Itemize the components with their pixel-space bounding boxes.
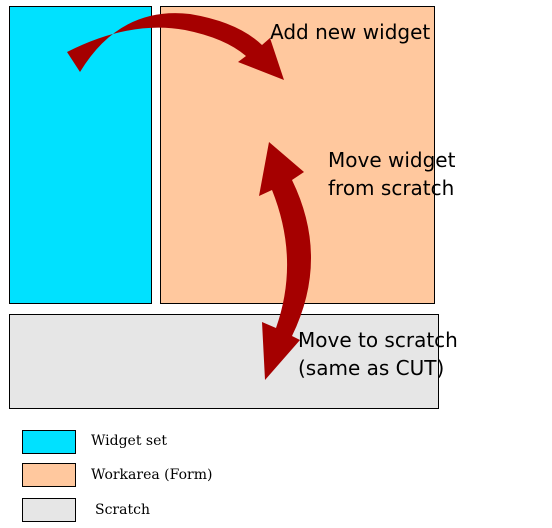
legend-label-widget-set: Widget set (91, 433, 168, 449)
legend-swatch-widget-set (22, 430, 76, 454)
add-new-widget-label: Add new widget (270, 20, 431, 44)
move-from-scratch-label-line2: from scratch (328, 176, 455, 200)
legend-label-scratch: Scratch (95, 502, 150, 518)
move-to-scratch-label-line2: (same as CUT) (298, 356, 445, 380)
move-to-scratch-label-line1: Move to scratch (298, 328, 458, 352)
legend-label-workarea: Workarea (Form) (91, 467, 213, 483)
move-from-scratch-label-line1: Move widget (328, 148, 456, 172)
add-widget-arrow (67, 13, 284, 81)
scratch-panel (9, 314, 439, 409)
legend-swatch-scratch (22, 498, 76, 522)
move-between-arrow (259, 142, 311, 380)
legend-swatch-workarea (22, 463, 76, 487)
